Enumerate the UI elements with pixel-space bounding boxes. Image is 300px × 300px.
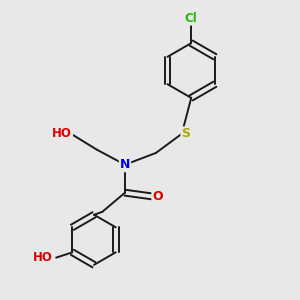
Text: O: O <box>152 190 163 203</box>
Text: HO: HO <box>33 251 53 264</box>
Text: Cl: Cl <box>185 12 198 25</box>
Text: HO: HO <box>52 127 72 140</box>
Text: N: N <box>120 158 130 171</box>
Text: S: S <box>182 127 190 140</box>
